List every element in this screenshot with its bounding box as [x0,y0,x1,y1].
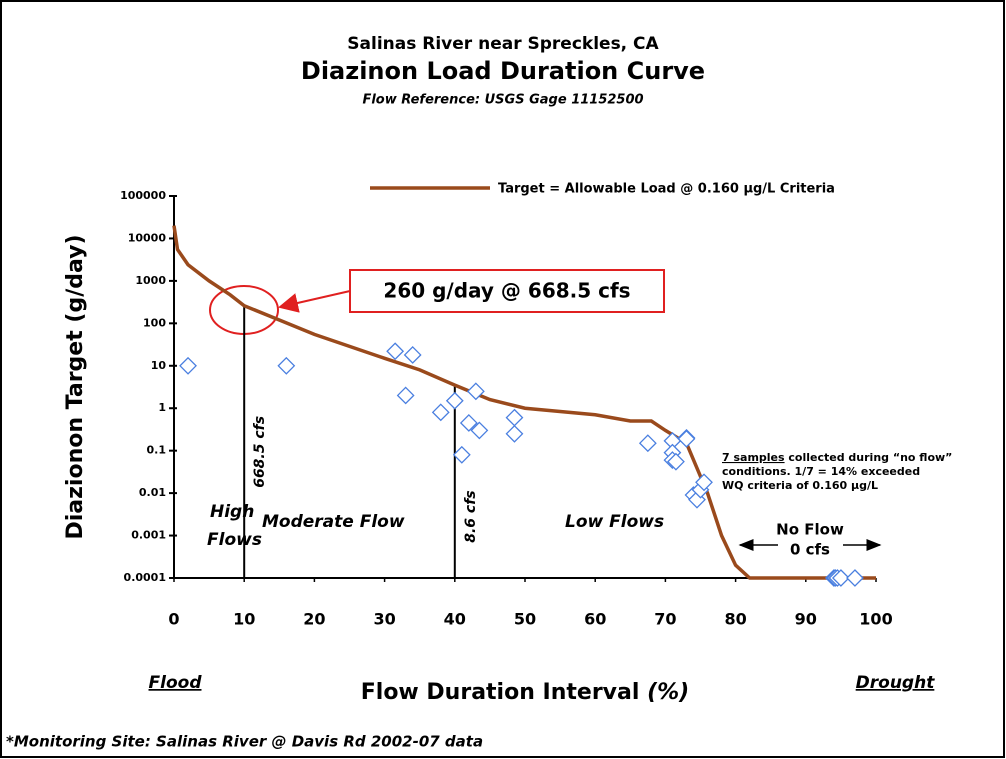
sample-point [846,569,864,587]
sample-point [386,342,405,361]
y-tick-label: 1000 [135,274,166,287]
callout: 260 g/day @ 668.5 cfs [383,279,630,303]
sample-point [470,421,489,440]
sample-point [403,346,422,364]
sample-point [459,414,478,432]
callout-arrow [278,290,351,313]
note: conditions. 1/7 = 14% exceeded [722,465,920,478]
y-tick-label: 0.01 [139,486,166,499]
sample-point [431,403,450,422]
sample-point [452,445,471,464]
y-tick-label: 10000 [128,231,167,244]
x-axis-unit: (%) [647,680,689,705]
legend-label: Target = Allowable Load @ 0.160 µg/L Cri… [498,182,835,197]
note: WQ criteria of 0.160 µg/L [722,479,878,492]
region-label: 0 cfs [790,541,830,559]
footer: *Monitoring Site: Salinas River @ Davis … [6,733,483,751]
x-tick-label: 90 [795,610,817,629]
chart-subtitle: Diazinon Load Duration Curve [301,57,705,85]
y-tick-label: 0.0001 [124,571,166,584]
reference-label: 668.5 cfs [252,416,268,488]
region-label: Flows [207,530,262,550]
y-tick-label: 10 [151,359,167,372]
y-tick-label: 100 [143,316,166,329]
note-text: collected during “no flow” [785,451,953,464]
x-axis-label-text: Flow Duration Interval [361,680,640,705]
sample-point [638,434,657,453]
note-underlined: 7 samples [722,451,785,464]
x-tick-label: 20 [303,610,325,629]
sample-point [445,391,464,410]
x-tick-label: 70 [654,610,676,629]
x-tick-label: 60 [584,610,606,629]
region-label: Moderate Flow [262,512,405,532]
region-label: High [210,502,254,522]
chart-title: Salinas River near Spreckles, CA [347,34,659,54]
sample-point [396,386,415,405]
flood-label: Flood [149,673,203,693]
flow-reference: Flow Reference: USGS Gage 11152500 [362,93,643,108]
y-tick-label: 100000 [120,189,166,202]
x-tick-label: 10 [233,610,255,629]
sample-point [695,473,713,492]
sample-point [831,569,850,587]
note: 7 samples collected during “no flow” [722,451,952,464]
sample-point [677,429,696,448]
drought-label: Drought [856,673,936,693]
sample-point [179,356,197,375]
y-axis-label: Diazionon Target (g/day) [63,234,88,539]
y-tick-label: 0.1 [147,444,167,457]
sample-point [667,452,685,471]
sample-point [505,424,524,443]
x-tick-label: 0 [168,610,179,629]
reference-label: 8.6 cfs [463,490,479,542]
sample-point [505,408,524,427]
x-axis-label: Flow Duration Interval (%) [361,680,689,705]
x-tick-label: 40 [444,610,466,629]
region-label: Low Flows [565,512,664,532]
y-tick-label: 0.001 [131,529,166,542]
sample-point [466,382,485,401]
region-label: No Flow [776,521,844,539]
x-tick-label: 30 [373,610,395,629]
y-tick-label: 1 [158,401,166,414]
x-tick-label: 50 [514,610,536,629]
target-curve [172,225,876,580]
x-tick-label: 100 [859,610,892,629]
x-tick-label: 80 [724,610,746,629]
sample-point [277,356,296,375]
